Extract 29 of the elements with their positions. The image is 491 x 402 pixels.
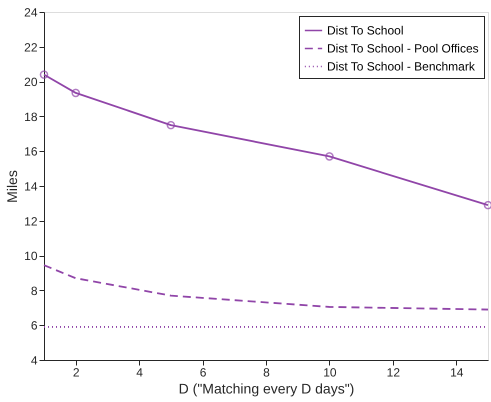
legend-label: Dist To School - Benchmark <box>327 60 476 74</box>
point <box>40 70 48 79</box>
x-tick-label: 2 <box>72 366 80 380</box>
x-tick-label: 4 <box>136 366 144 380</box>
point <box>325 152 334 161</box>
y-tick-label: 24 <box>24 6 38 20</box>
legend-label: Dist To School <box>327 24 404 38</box>
y-tick-label: 16 <box>24 144 38 159</box>
y-axis-title: Miles <box>4 170 20 203</box>
y-tick-label: 12 <box>24 214 38 228</box>
x-tick-label: 10 <box>323 366 337 380</box>
point <box>71 88 80 98</box>
y-tick-label: 20 <box>24 75 38 90</box>
y-tick-label: 8 <box>30 284 38 298</box>
y-tick-label: 6 <box>30 318 38 333</box>
legend-label: Dist To School - Pool Offices <box>327 42 479 56</box>
y-tick-label: 22 <box>24 40 38 54</box>
x-axis-title: D ("Matching every D days") <box>178 380 354 396</box>
x-tick-label: 14 <box>450 366 464 380</box>
y-tick-label: 18 <box>24 110 38 124</box>
point <box>484 200 491 210</box>
x-tick-label: 6 <box>200 366 207 380</box>
y-tick-label: 10 <box>24 249 38 264</box>
y-tick-label: 14 <box>24 180 38 194</box>
line-series <box>43 264 489 310</box>
point <box>166 120 176 130</box>
x-tick-label: 8 <box>263 366 270 380</box>
x-tick-label: 12 <box>386 366 400 380</box>
y-tick-label: 4 <box>30 354 38 368</box>
